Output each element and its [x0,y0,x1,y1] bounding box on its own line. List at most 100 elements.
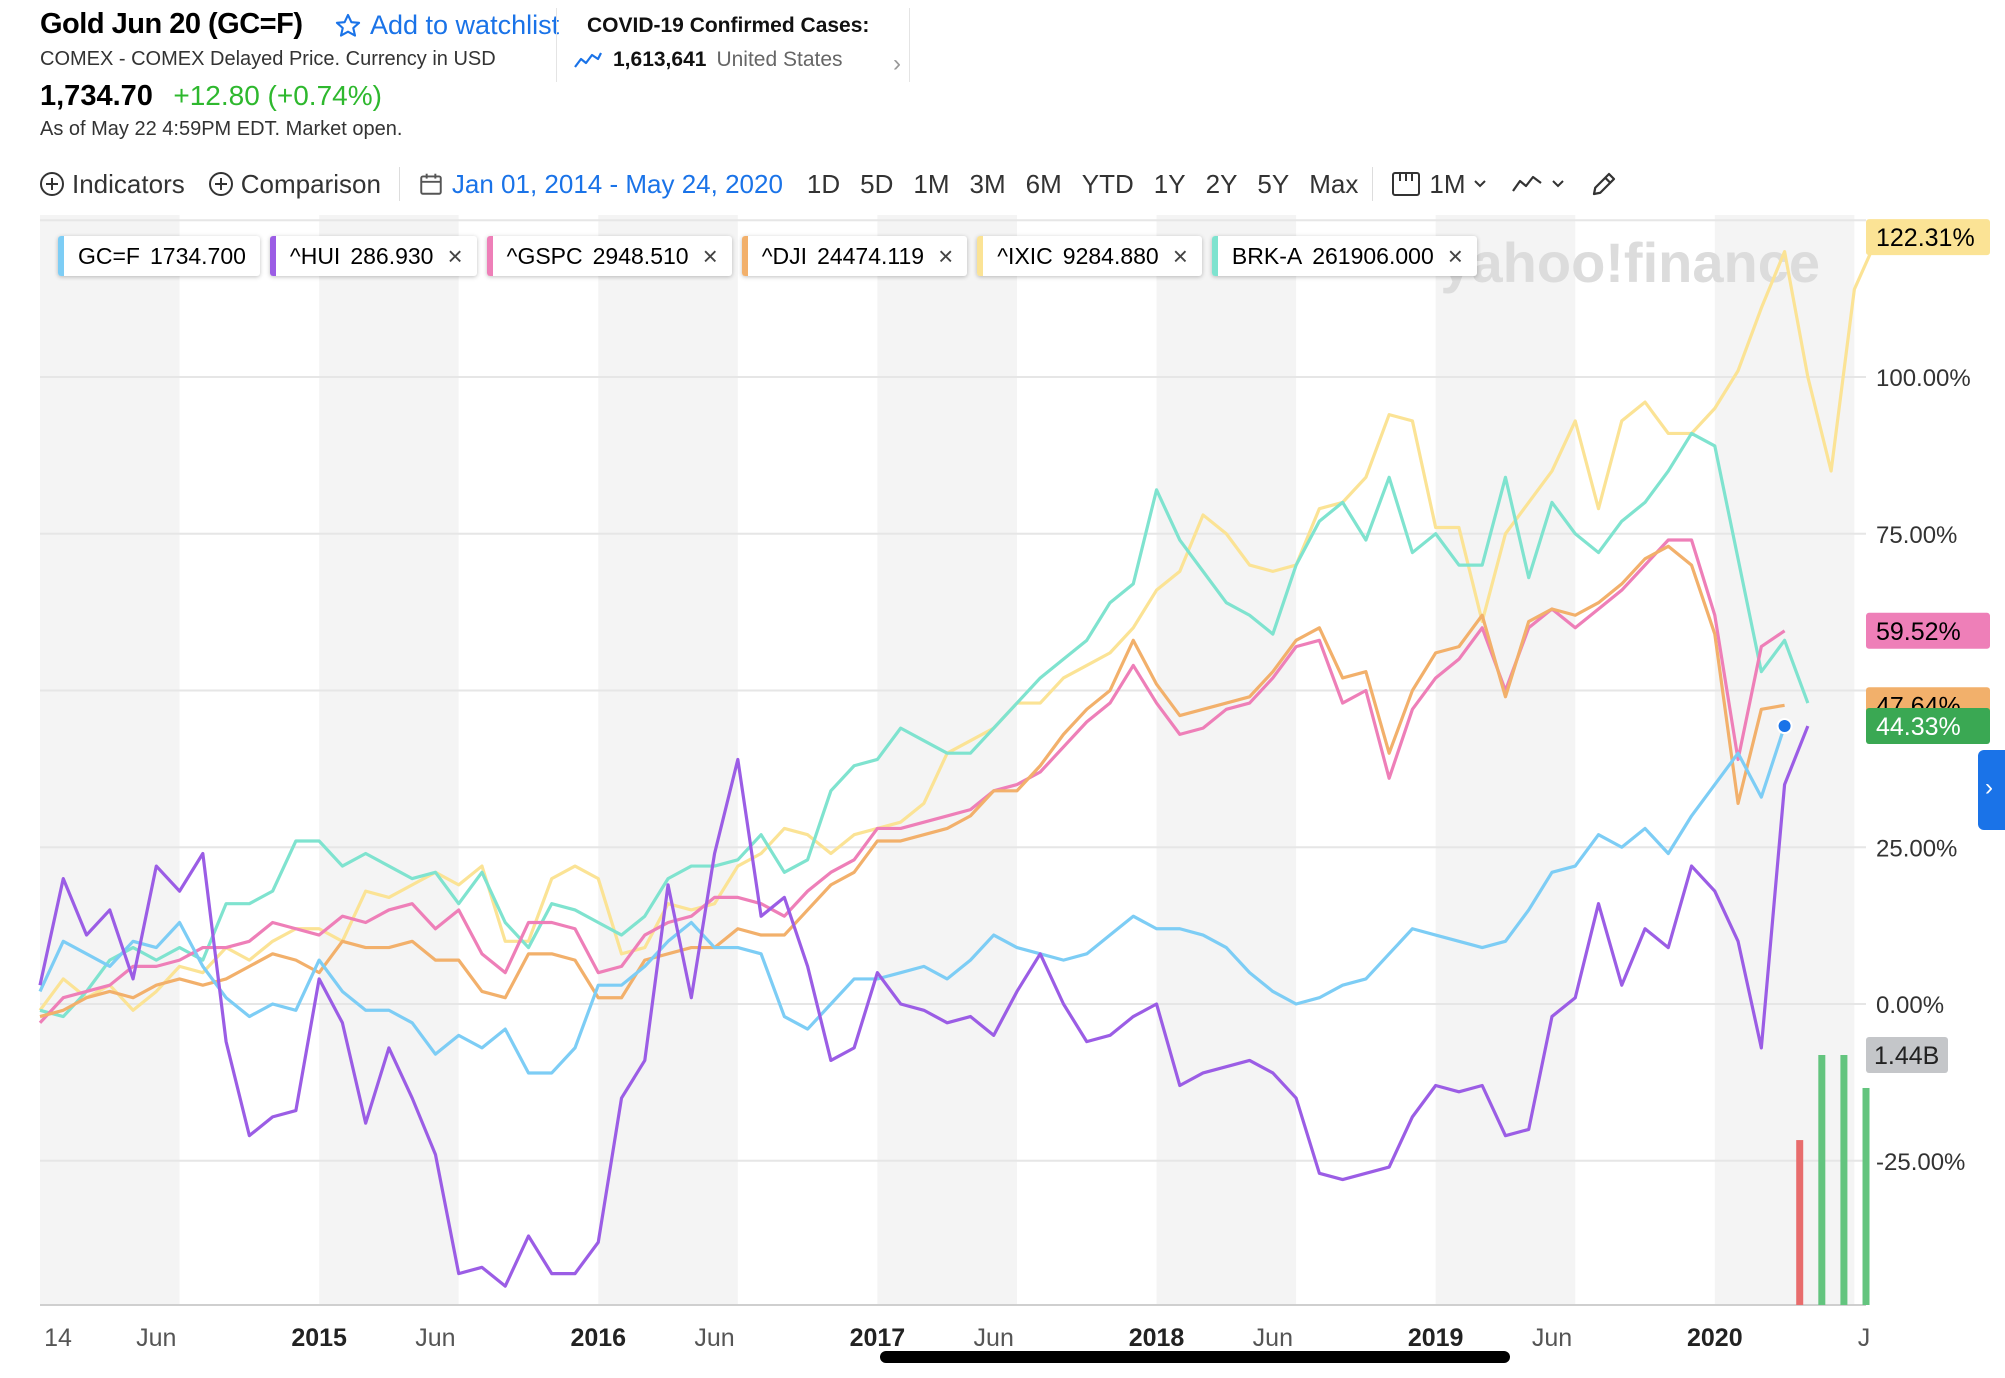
date-range-text: Jan 01, 2014 - May 24, 2020 [451,168,783,199]
x-tick-label: 2019 [1408,1324,1464,1352]
legend-chip-hui[interactable]: ^HUI 286.930 × [269,236,477,276]
volume-bars [1796,1055,1870,1305]
current-value-marker [1776,718,1793,735]
watchlist-label: Add to watchlist [370,10,560,40]
covid-count: 1,613,641 [613,48,707,71]
legend-symbol: ^DJI [761,242,808,269]
legend-chip-ixic[interactable]: ^IXIC 9284.880 × [977,236,1202,276]
period-max[interactable]: Max [1309,168,1359,199]
series-end-labels: 122.31%59.52%47.64%44.33%1.44B [1866,219,1990,1073]
x-tick-label: Jun [1253,1324,1293,1352]
gridlines [40,219,1866,1306]
x-tick-label: Jun [1532,1324,1572,1352]
add-to-watchlist-button[interactable]: Add to watchlist [334,10,559,41]
year-band [40,215,180,1305]
covid-widget[interactable]: COVID-19 Confirmed Cases: 1,613,641 Unit… [556,8,910,82]
as-of-timestamp: As of May 22 4:59PM EDT. Market open. [40,118,403,140]
volume-bar [1840,1055,1848,1305]
x-axis: 14 Jun 2015 Jun 2016 Jun 2017 Jun 2018 Jun 2019 Jun… [44,1324,1870,1352]
legend-value: 1734.700 [149,242,246,269]
legend-color-swatch [486,236,493,276]
legend-chip-gcf[interactable]: GC=F 1734.700 [58,236,260,276]
interval-label: 1M [1429,168,1466,199]
legend-chip-brka[interactable]: BRK-A 261906.000 × [1211,236,1477,276]
x-tick-label: 2015 [291,1324,347,1352]
price-change: +12.80 (+0.74%) [173,80,382,111]
draw-button[interactable] [1589,169,1619,199]
y-tick-label: 100.00% [1876,365,1971,392]
legend-symbol: ^IXIC [997,242,1053,269]
svg-text:59.52%: 59.52% [1876,618,1961,646]
svg-text:1.44B: 1.44B [1874,1042,1939,1070]
plus-circle-icon [208,172,233,196]
legend-color-swatch [58,236,64,276]
chart-type-dropdown[interactable] [1511,173,1565,195]
close-icon[interactable]: × [1447,240,1463,271]
series-lines [38,236,1880,1288]
toolbar-divider [398,167,400,201]
year-band [1714,215,1855,1305]
x-tick-label: 2017 [850,1324,906,1352]
series-line-ixic [38,236,1880,1012]
chevron-down-icon [1552,180,1565,188]
comparison-chart[interactable]: yahoo!finance 100.00% 75.00% 25.00% 0.00% -2… [0,210,2005,1378]
period-1y[interactable]: 1Y [1153,168,1186,199]
period-3m[interactable]: 3M [969,168,1006,199]
y-tick-label: -25.00% [1876,1149,1965,1176]
close-icon[interactable]: × [1172,240,1188,271]
chevron-down-icon [1474,180,1487,188]
x-tick-label: J [1858,1324,1871,1352]
calendar-icon [420,173,442,195]
legend-value: 2948.510 [592,242,689,269]
period-2y[interactable]: 2Y [1205,168,1238,199]
pencil-icon [1593,172,1616,196]
year-band [1435,215,1576,1305]
series-line-hui [38,725,1810,1288]
period-5y[interactable]: 5Y [1257,168,1290,199]
covid-row: 1,613,641 United States [573,48,843,72]
x-tick-label: Jun [694,1324,734,1352]
volume-label: 1.44B [1866,1037,1948,1073]
star-icon [335,13,361,37]
x-tick-label: 2020 [1687,1324,1743,1352]
legend-color-swatch [1211,236,1218,276]
scrollbar[interactable] [880,1351,1510,1363]
year-bands [40,215,1855,1305]
volume-bar [1818,1055,1826,1305]
quote-header: Gold Jun 20 (GC=F) Add to watchlist COME… [0,0,2005,210]
series-legend: GC=F 1734.700 ^HUI 286.930 × ^GSPC 2948.510 × ^D… [58,236,1477,276]
svg-text:122.31%: 122.31% [1876,224,1975,252]
legend-color-swatch [741,236,748,276]
end-label-gcf: 44.33% [1866,708,1990,745]
x-tick-label: Jun [974,1324,1014,1352]
close-icon[interactable]: × [447,240,463,271]
year-band [877,215,1017,1305]
period-ytd[interactable]: YTD [1081,168,1134,199]
legend-color-swatch [269,236,276,276]
year-band [598,215,738,1305]
interval-dropdown[interactable]: 1M [1391,169,1487,200]
legend-chip-dji[interactable]: ^DJI 24474.119 × [741,236,968,276]
legend-chip-gspc[interactable]: ^GSPC 2948.510 × [486,236,732,276]
legend-symbol: BRK-A [1231,242,1303,269]
legend-value: 24474.119 [817,242,925,269]
exchange-subtitle: COMEX - COMEX Delayed Price. Currency in… [40,48,496,70]
period-1d[interactable]: 1D [806,168,841,199]
period-1m[interactable]: 1M [913,168,950,199]
date-range-picker[interactable]: Jan 01, 2014 - May 24, 2020 [418,169,783,200]
period-6m[interactable]: 6M [1025,168,1062,199]
period-5d[interactable]: 5D [860,168,894,199]
volume-bar [1796,1140,1804,1305]
legend-value: 9284.880 [1062,242,1159,269]
legend-color-swatch [977,236,984,276]
expand-panel-button[interactable]: › [1978,750,2005,830]
legend-symbol: ^GSPC [506,242,583,269]
y-axis: 100.00% 75.00% 25.00% 0.00% -25.00% [1876,365,1971,1176]
close-icon[interactable]: × [938,240,954,271]
x-tick-label: Jun [136,1324,176,1352]
close-icon[interactable]: × [702,240,718,271]
end-label-gspc: 59.52% [1866,612,1990,649]
quote-title: Gold Jun 20 (GC=F) [40,8,303,40]
comparison-button[interactable]: Comparison [208,169,381,200]
indicators-button[interactable]: Indicators [40,169,185,200]
